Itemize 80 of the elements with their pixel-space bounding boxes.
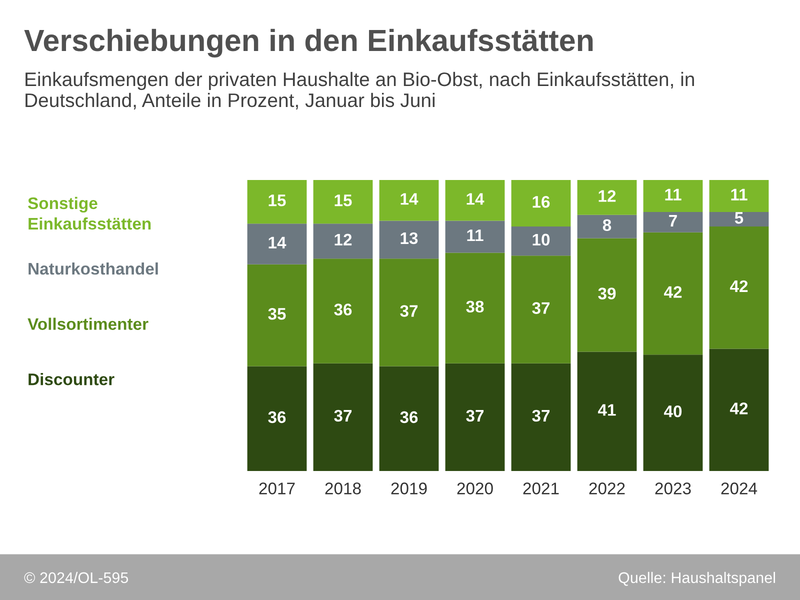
data-label: 42 (730, 402, 748, 414)
bar (511, 226, 571, 256)
bar (313, 180, 373, 224)
data-label: 16 (532, 196, 550, 208)
data-label: 14 (400, 193, 418, 205)
bar (643, 354, 703, 471)
bar (643, 180, 703, 212)
data-label: 36 (268, 411, 286, 424)
bar (313, 258, 373, 364)
text: Sonstige Einkaufsstätten (28, 196, 151, 230)
data-label: 11 (467, 230, 484, 242)
bar (313, 363, 373, 471)
x-tick-label: 2018 (325, 482, 361, 494)
x-tick-label: 2019 (391, 482, 427, 494)
bar (379, 180, 439, 221)
data-label: 37 (400, 305, 418, 317)
bar (445, 252, 505, 364)
data-label: 37 (532, 302, 550, 314)
bar (709, 348, 769, 471)
bar (445, 180, 505, 221)
bar (709, 226, 769, 349)
data-label: 37 (334, 410, 352, 422)
bar (511, 363, 571, 471)
data-label: 14 (466, 193, 484, 205)
x-tick-label: 2024 (721, 482, 758, 494)
data-label: 7 (669, 215, 677, 227)
text: © 2024/OL-595 (24, 572, 128, 584)
bar (247, 366, 307, 471)
data-label: 38 (466, 300, 484, 313)
data-label: 12 (598, 190, 616, 202)
data-label: 5 (734, 212, 744, 224)
bar (379, 366, 439, 471)
data-label: 15 (268, 194, 286, 206)
text: Naturkosthandel (28, 262, 158, 275)
data-label: 42 (664, 286, 682, 298)
bar (577, 352, 637, 471)
data-label: 35 (268, 308, 286, 320)
data-label: 15 (334, 194, 352, 206)
data-label: 13 (400, 232, 418, 244)
chart-title: Verschiebungen in den Einkaufsstätten (24, 28, 593, 58)
bar (709, 180, 769, 212)
bar (643, 232, 703, 355)
data-label: 12 (334, 234, 352, 246)
data-label: 14 (268, 236, 286, 248)
bar (445, 220, 505, 253)
x-tick-label: 2023 (655, 482, 691, 494)
x-tick-label: 2017 (259, 482, 295, 494)
data-label: 36 (400, 411, 418, 424)
bar (247, 224, 307, 264)
bar (511, 256, 571, 364)
bar (643, 212, 703, 232)
bar (379, 258, 439, 366)
bar (247, 264, 307, 366)
data-label: 42 (730, 280, 748, 292)
data-label: 10 (532, 234, 550, 246)
data-label: 11 (731, 188, 748, 200)
bar (577, 180, 637, 215)
data-label: 11 (665, 188, 682, 200)
data-label: 36 (334, 304, 352, 316)
data-label: 39 (598, 288, 616, 300)
bar (445, 363, 505, 471)
bar (247, 180, 307, 224)
bar (313, 224, 373, 259)
chart-subtitle: Einkaufsmengen der privaten Haushalte an Bio-Obst, nach Einkaufsstätten, in Deutschland, Anteile in Prozent, Januar bis Juni (26, 72, 694, 110)
x-tick-label: 2020 (457, 482, 493, 494)
bar (709, 212, 769, 227)
data-label: 8 (602, 219, 612, 232)
bar (577, 238, 637, 352)
source-note: Quelle: Haushaltspanel (618, 572, 775, 586)
text: Vollsortimenter (28, 318, 148, 330)
data-label: 40 (664, 405, 682, 418)
data-label: 37 (532, 410, 550, 422)
data-label: 37 (466, 410, 484, 422)
bar (511, 180, 571, 227)
data-label: 41 (598, 404, 616, 416)
bar (577, 214, 637, 238)
x-tick-label: 2022 (589, 482, 625, 494)
bar (379, 220, 439, 259)
text: Discounter (28, 373, 114, 386)
x-tick-label: 2021 (523, 482, 559, 494)
